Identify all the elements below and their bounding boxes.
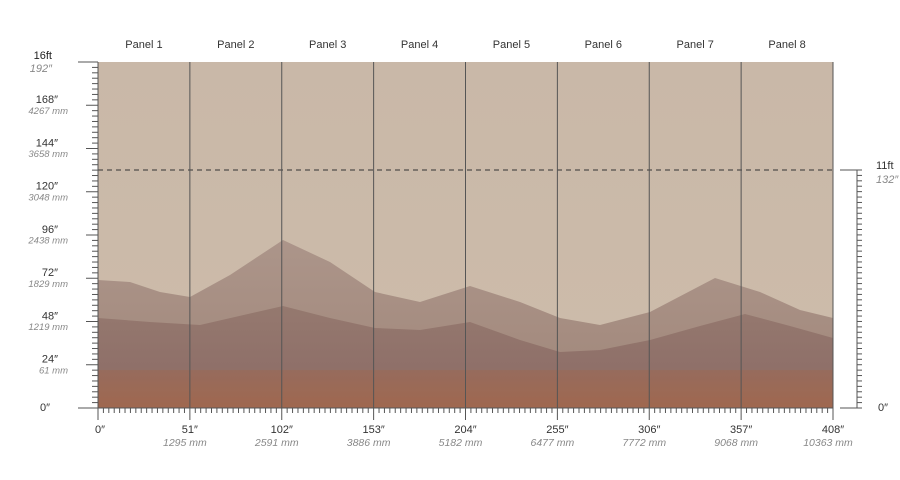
bottom-inch: 102″ — [271, 424, 293, 436]
bottom-inch: 408″ — [822, 424, 844, 436]
bottom-inch: 204″ — [454, 424, 476, 436]
left-inch: 24″ — [42, 354, 58, 366]
left-mm: 4267 mm — [28, 106, 68, 117]
left-top: 192″ — [30, 63, 53, 75]
left-mm: 3048 mm — [28, 192, 68, 203]
left-inch: 120″ — [36, 181, 58, 193]
bottom-inch: 153″ — [363, 424, 385, 436]
bottom-mm: 7772 mm — [622, 437, 666, 449]
panel-label: Panel 1 — [125, 39, 162, 51]
bottom-inch: 357″ — [730, 424, 752, 436]
bottom-mm: 5182 mm — [439, 437, 483, 449]
right-zero: 0″ — [878, 402, 888, 414]
bottom-mm: 1295 mm — [163, 437, 207, 449]
left-mm: 2438 mm — [27, 236, 68, 247]
panel-label: Panel 3 — [309, 39, 346, 51]
left-inch: 144″ — [36, 137, 58, 149]
bottom-mm: 2591 mm — [254, 437, 299, 449]
panel-label: Panel 5 — [493, 39, 530, 51]
bottom-mm: 6477 mm — [530, 437, 574, 449]
left-mm: 1829 mm — [28, 279, 68, 290]
left-inch: 168″ — [36, 94, 58, 106]
bottom-inch: 255″ — [546, 424, 568, 436]
bottom-inch: 51″ — [182, 424, 198, 436]
right-unit: 11ft — [876, 160, 894, 172]
left-inch: 48″ — [42, 310, 58, 322]
left-inch: 72″ — [42, 267, 58, 279]
bottom-inch: 306″ — [638, 424, 660, 436]
left-mm: 61 mm — [39, 365, 68, 376]
left-mm: 3658 mm — [28, 149, 68, 160]
left-mm: 1219 mm — [28, 322, 68, 333]
panel-label: Panel 6 — [585, 39, 622, 51]
right-inch: 132″ — [876, 174, 899, 186]
left-unit: 16ft — [34, 50, 52, 62]
bottom-mm: 10363 mm — [803, 437, 853, 449]
panel-label: Panel 7 — [677, 39, 714, 51]
bottom-zero: 0″ — [95, 424, 105, 436]
left-inch: 96″ — [42, 224, 58, 236]
bottom-mm: 3886 mm — [347, 437, 391, 449]
left-zero: 0″ — [40, 402, 50, 414]
panel-label: Panel 4 — [401, 39, 438, 51]
panel-label: Panel 8 — [768, 39, 805, 51]
panel-label: Panel 2 — [217, 39, 254, 51]
bottom-mm: 9068 mm — [714, 437, 758, 449]
